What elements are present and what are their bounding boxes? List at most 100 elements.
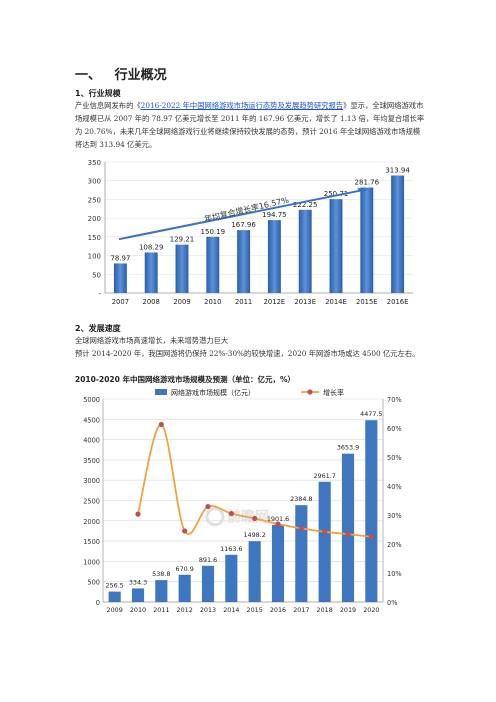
chart1-xtick-label: 2015E (356, 298, 378, 306)
chart2-xtick-label: 2015 (247, 606, 263, 614)
chart2-bar (295, 505, 308, 602)
page-heading: 一、 行业概况 (75, 68, 167, 83)
chart1-xtick-label: 2013E (294, 298, 316, 306)
chart1-data-label: 222.25 (293, 201, 318, 209)
chart2-data-label: 1498.2 (243, 531, 265, 539)
chart2-ytick-right: 70% (387, 396, 402, 404)
chart2-ytick-left: 1000 (83, 558, 100, 566)
chart1-data-label: 313.94 (385, 166, 410, 174)
chart2-xtick-label: 2016 (270, 606, 286, 614)
chart1-bar (267, 220, 281, 293)
chart2-growth-point (322, 529, 328, 535)
chart1-bar (391, 175, 405, 293)
chart2-ytick-left: 3000 (83, 477, 100, 485)
growth-line-2: 预计 2014-2020 年，我国网游将仍保持 22%-30%的较快增速，202… (75, 349, 420, 358)
chart1-data-label: 167.96 (231, 221, 256, 229)
chart2-bar (318, 481, 331, 602)
chart2-growth-point (135, 511, 141, 517)
chart2-data-label: 3653.9 (337, 444, 359, 452)
chart1-data-label: 281.76 (355, 179, 380, 187)
chart1-ytick-label: 250 (88, 196, 101, 204)
chart2-bar (131, 588, 145, 602)
paragraph-growth: 全球网络游戏市场高速增长，未来增势潜力巨大 预计 2014-2020 年，我国网… (75, 334, 425, 360)
legend-line-marker (307, 389, 313, 395)
chart2-xtick-label: 2020 (363, 606, 379, 614)
chart2-ytick-right: 30% (387, 512, 402, 520)
chart1-arrowhead (357, 187, 369, 193)
chart2-growth-point (298, 525, 304, 531)
china-market-chart: 5000450040003500300025002000150010005000… (75, 385, 415, 625)
chart2-growth-point (275, 521, 281, 527)
chart2-bar (108, 591, 121, 602)
paragraph-industry-scale: 产业信息网发布的《2016-2022 年中国网络游戏市场运行态势及发展趋势研究报… (75, 99, 425, 151)
chart2-growth-point (228, 510, 234, 517)
chart2-ytick-left: 5000 (83, 396, 100, 404)
chart1-xtick-label: 2014E (325, 298, 347, 306)
chart2-growth-point (182, 528, 188, 534)
chart2-growth-point (205, 503, 211, 510)
chart2-xtick-label: 2010 (130, 606, 146, 614)
legend-line-label: 增长率 (323, 388, 344, 397)
chart1-bar (237, 230, 251, 293)
chart2-data-label: 538.8 (152, 570, 170, 578)
chart1-data-label: 108.29 (139, 243, 164, 251)
chart2-ytick-left: 4000 (83, 437, 100, 445)
chart2-growth-line (137, 423, 372, 538)
chart1-bar (113, 263, 127, 293)
chart2-growth-point (252, 515, 258, 522)
chart2-xtick-label: 2014 (223, 606, 239, 614)
chart2-ytick-left: 0 (96, 599, 100, 607)
chart1-ytick-label: 100 (88, 253, 101, 261)
chart1-ytick-label: - (98, 290, 101, 298)
chart-title: 2010-2020 年中国网络游戏市场规模及预测（单位：亿元，%） (75, 375, 295, 384)
chart2-xtick-label: 2017 (293, 606, 309, 614)
chart1-data-label: 129.21 (170, 236, 195, 244)
chart2-ytick-right: 50% (387, 454, 402, 462)
section-title-scale: 1、行业规模 (75, 89, 121, 98)
chart2-ytick-right: 60% (387, 425, 402, 433)
chart1-bar (329, 199, 343, 293)
chart2-ytick-left: 4500 (83, 416, 100, 424)
report-link[interactable]: 2016-2022 年中国网络游戏市场运行态势及发展趋势研究报告 (140, 101, 344, 110)
chart1-ytick-label: 350 (88, 159, 101, 167)
chart2-ytick-right: 40% (387, 483, 402, 491)
chart1-xtick-label: 2009 (173, 298, 190, 306)
chart2-ytick-right: 10% (387, 570, 402, 578)
chart2-growth-point (158, 421, 164, 428)
chart1-bar (360, 187, 374, 293)
chart1-xtick-label: 2012E (264, 298, 286, 306)
chart2-data-label: 891.6 (199, 556, 217, 564)
chart2-ytick-left: 1500 (83, 538, 100, 546)
chart1-xtick-label: 2016E (387, 298, 409, 306)
chart2-data-label: 256.5 (106, 582, 124, 590)
chart2-ytick-left: 2500 (83, 498, 100, 506)
chart1-bar (144, 252, 158, 293)
chart2-bar (341, 453, 355, 602)
chart2-ytick-right: 0% (387, 599, 397, 607)
chart2-growth-point (368, 534, 374, 540)
chart1-trend-arrow (118, 189, 364, 241)
global-market-chart: 350 300 250 200 150 100 50 - 78.97 2007 108.29 2008… (75, 150, 415, 315)
chart1-ytick-label: 300 (88, 178, 101, 186)
growth-line-1: 全球网络游戏市场高速增长，未来增势潜力巨大 (75, 336, 229, 345)
chart2-ytick-left: 500 (87, 579, 100, 587)
chart1-ytick-label: 50 (92, 271, 101, 279)
chart1-ytick-label: 150 (88, 234, 101, 242)
chart2-data-label: 670.9 (176, 565, 194, 573)
chart2-background (75, 385, 415, 625)
chart2-bar (365, 420, 378, 602)
chart2-ytick-left: 2000 (83, 518, 100, 526)
chart1-xtick-label: 2011 (235, 298, 252, 306)
legend-bar-swatch (155, 389, 167, 395)
chart2-bar (225, 554, 238, 602)
chart2-data-label: 334.3 (129, 578, 147, 586)
chart1-data-label: 250.71 (324, 190, 349, 198)
chart1-bar (206, 236, 220, 293)
chart1-bar (175, 244, 189, 293)
chart1-xtick-label: 2007 (112, 298, 129, 306)
chart2-xtick-label: 2012 (177, 606, 193, 614)
chart2-bar (271, 524, 285, 602)
chart2-growth-point (345, 531, 351, 537)
chart2-ytick-right: 20% (387, 541, 402, 549)
chart2-xtick-label: 2018 (317, 606, 333, 614)
